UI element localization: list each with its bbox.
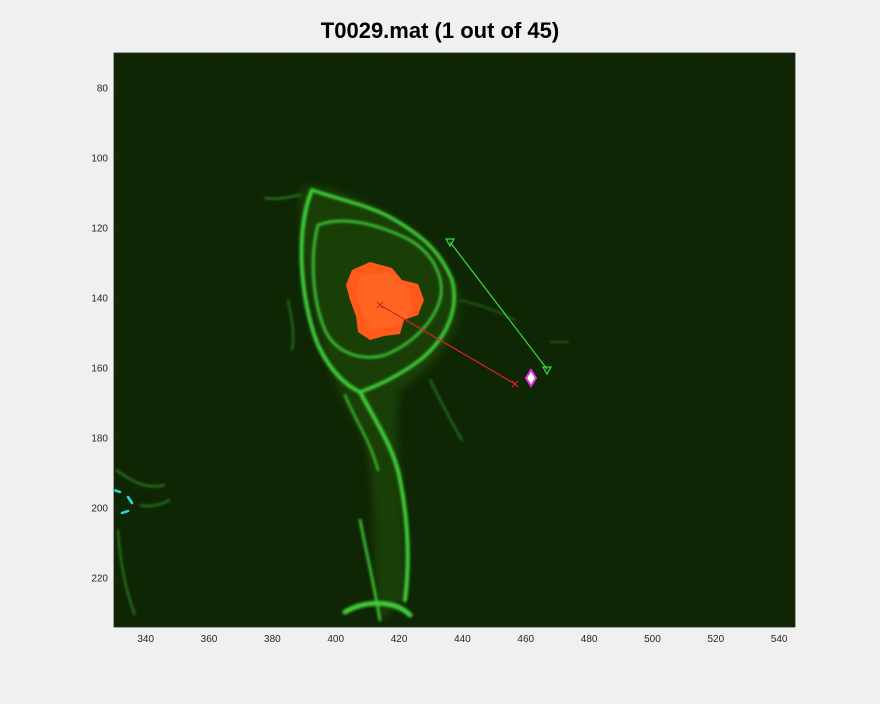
y-tick-label: 120 bbox=[91, 224, 108, 235]
image-background bbox=[114, 53, 795, 627]
y-tick-label: 200 bbox=[91, 504, 108, 515]
cell-outline-top bbox=[310, 188, 454, 282]
x-tick-label: 340 bbox=[137, 634, 154, 645]
x-tick-label: 360 bbox=[201, 634, 218, 645]
triangle-down-marker-start bbox=[444, 238, 456, 248]
axes-frame bbox=[113, 52, 796, 628]
cell-inner-ring bbox=[312, 219, 443, 359]
green-track-line bbox=[449, 241, 548, 370]
x-tick-label: 480 bbox=[581, 634, 598, 645]
cell-outline-left bbox=[299, 188, 362, 394]
left-edge-spots bbox=[114, 488, 134, 515]
x-tick-label: 540 bbox=[771, 634, 788, 645]
x-tick-label: 520 bbox=[707, 634, 724, 645]
y-tick-label: 160 bbox=[91, 364, 108, 375]
y-tick-label: 100 bbox=[91, 154, 108, 165]
cell-base-blob bbox=[342, 600, 413, 618]
figure-title: T0029.mat (1 out of 45) bbox=[320, 18, 560, 43]
x-tick-label: 440 bbox=[454, 634, 471, 645]
cell-filament-c bbox=[287, 299, 294, 351]
x-tick-label: 500 bbox=[644, 634, 661, 645]
y-tick-label: 180 bbox=[91, 434, 108, 445]
cell-filament-a bbox=[264, 194, 301, 200]
y-tick-label: 140 bbox=[91, 294, 108, 305]
y-tick-label: 80 bbox=[97, 84, 109, 95]
x-marker-end bbox=[511, 380, 519, 388]
cell-tail bbox=[358, 390, 410, 602]
x-marker-start bbox=[376, 301, 384, 309]
cell-filament-d bbox=[459, 299, 516, 321]
cell-tail-left bbox=[344, 394, 379, 471]
triangle-down-marker-end bbox=[541, 366, 553, 376]
cell-outline-right bbox=[358, 278, 456, 394]
microscopy-image bbox=[114, 186, 569, 622]
red-track-line bbox=[379, 304, 516, 385]
x-tick-label: 460 bbox=[517, 634, 534, 645]
x-tick-label: 380 bbox=[264, 634, 281, 645]
x-tick-label: 400 bbox=[327, 634, 344, 645]
cell-lower-filament bbox=[358, 518, 382, 622]
tick-layer: 340 360 380 400 420 440 460 480 500 520 540 80 100 12… bbox=[91, 53, 795, 645]
cell-filament-b bbox=[429, 379, 463, 441]
y-tick-label: 220 bbox=[91, 574, 108, 585]
diamond-marker[interactable] bbox=[524, 368, 538, 388]
x-tick-label: 420 bbox=[391, 634, 408, 645]
